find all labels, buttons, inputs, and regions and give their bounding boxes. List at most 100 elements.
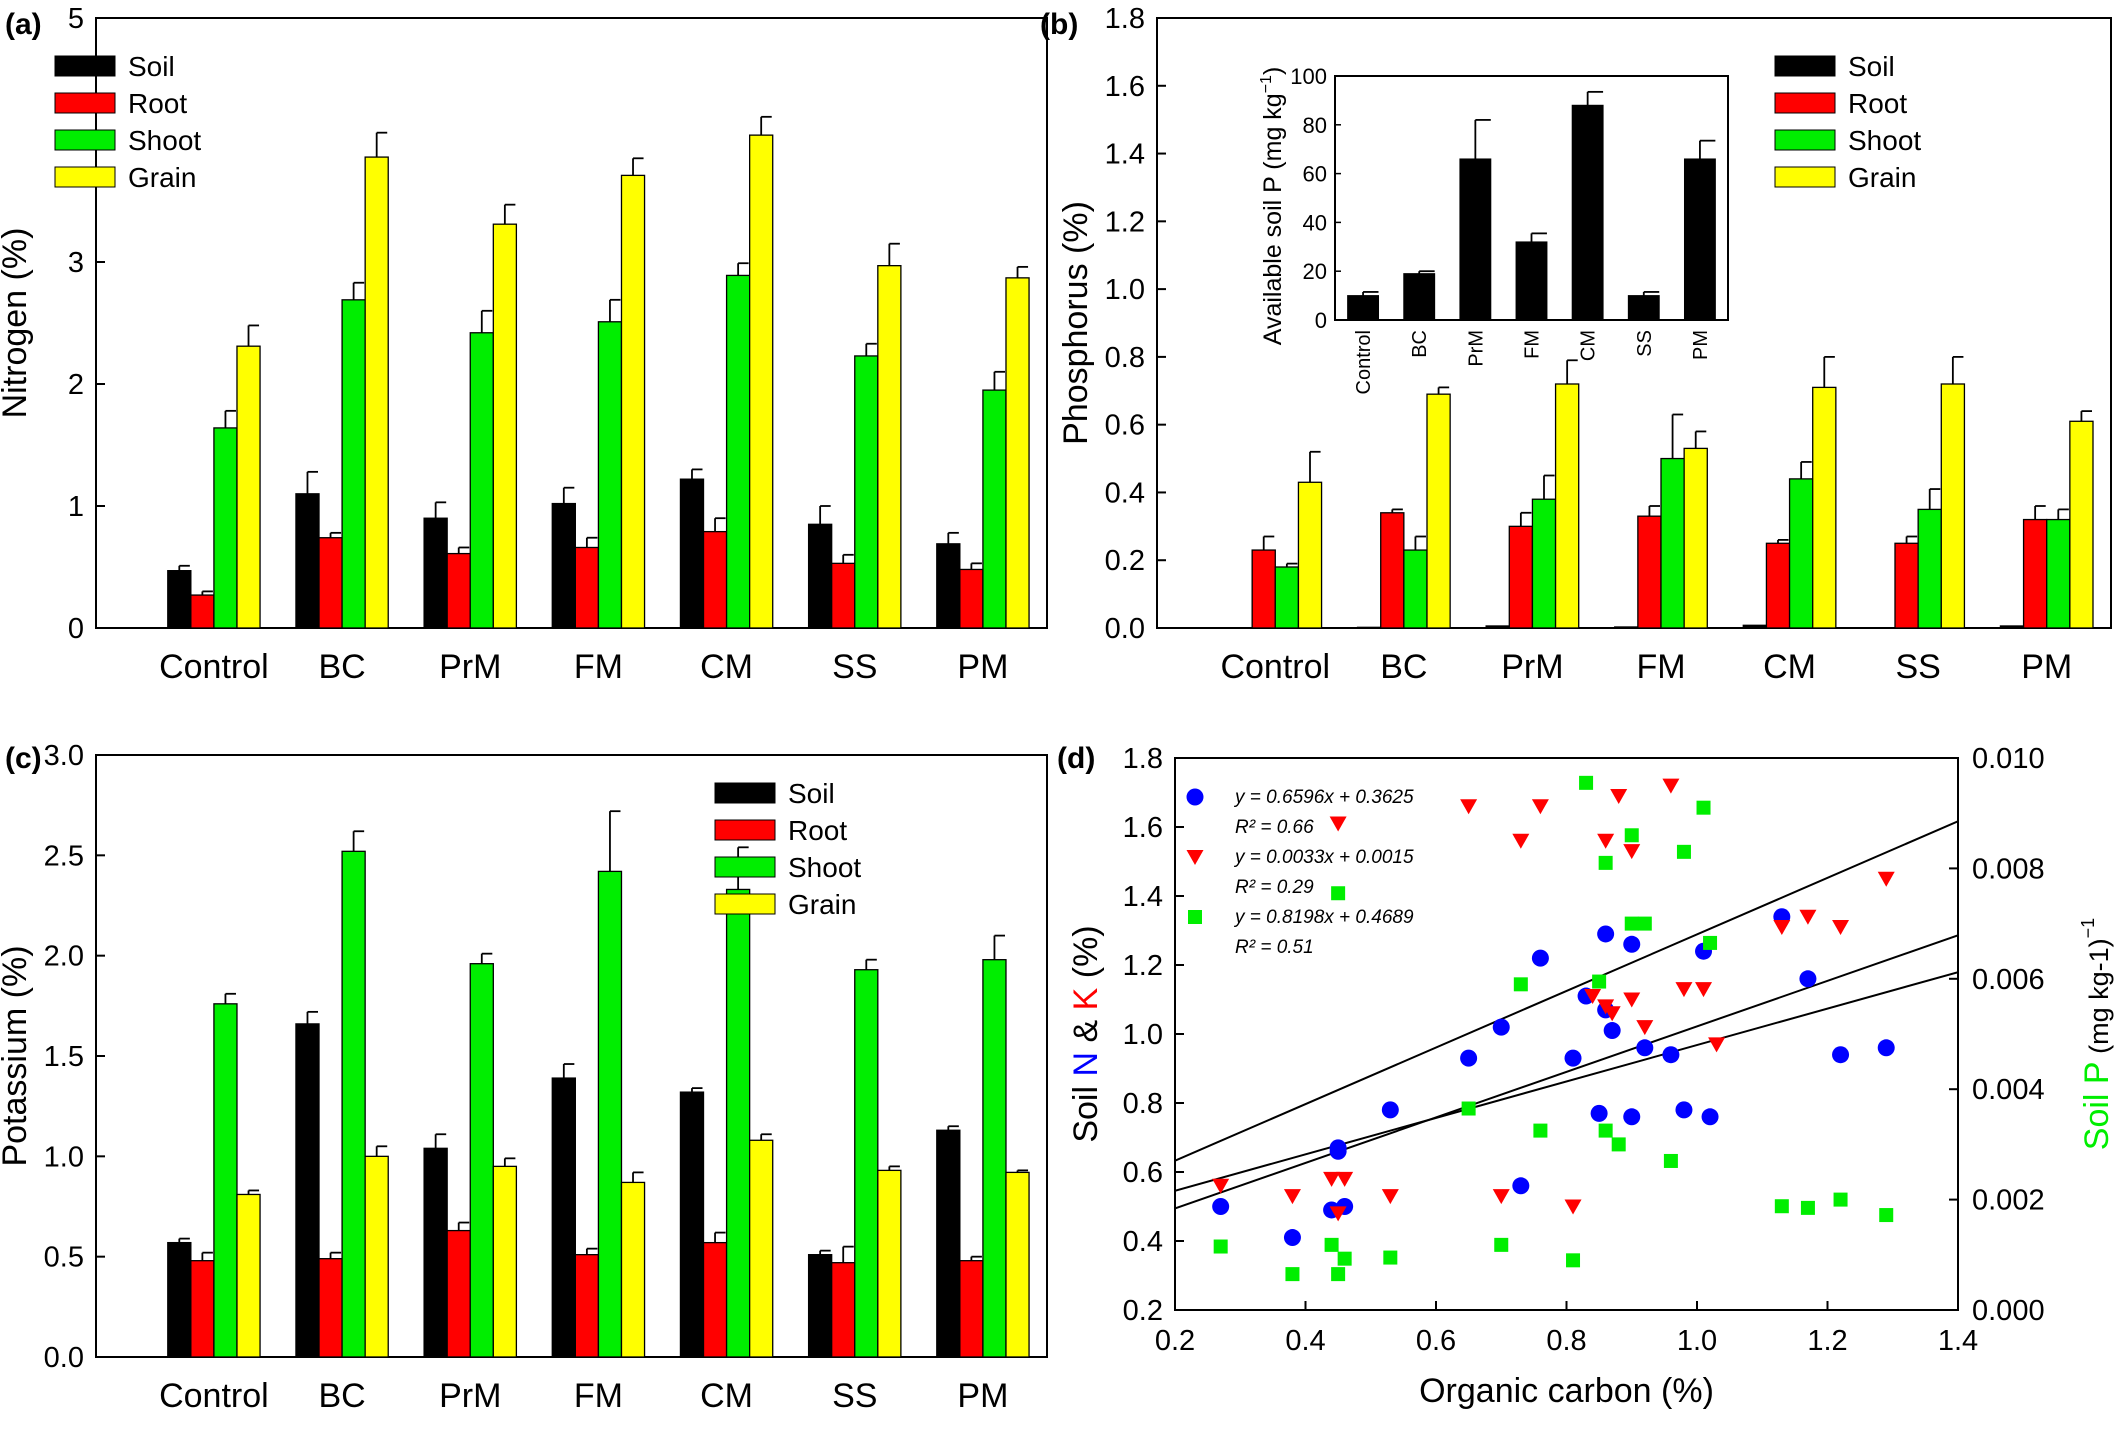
bar-shoot — [982, 959, 1007, 1358]
x-tick-label: 0.2 — [1155, 1325, 1195, 1357]
inset-bar — [1403, 273, 1436, 321]
x-axis-label: Organic carbon (%) — [1419, 1372, 1714, 1410]
panel-label: (d) — [1057, 742, 1095, 775]
bar-root — [1765, 542, 1791, 629]
legend-label-root: Root — [788, 815, 847, 846]
bar-soil — [1614, 626, 1639, 629]
scatter-point-triangle-down — [1460, 799, 1478, 815]
bar-root — [574, 546, 600, 629]
bar-soil — [295, 1023, 320, 1358]
x-category-label: Control — [1220, 648, 1330, 686]
y-axis-label: Soil N & K (%) — [1067, 925, 1105, 1142]
scatter-points — [1212, 775, 1895, 1282]
inset-bar — [1571, 104, 1604, 321]
y2-label-sup: −1 — [2078, 918, 2098, 939]
y-axis-label: Nitrogen (%) — [0, 228, 34, 419]
x-category-label: BC — [318, 1377, 365, 1415]
scatter-point-square — [1703, 935, 1718, 950]
bar-grain — [1812, 386, 1837, 629]
bar-shoot — [597, 321, 623, 629]
inset-y-tick-label: 100 — [1290, 64, 1327, 89]
scatter-point-circle — [1799, 970, 1817, 988]
y-tick-label: 1.5 — [44, 1041, 84, 1073]
scatter-point-square — [1331, 1267, 1346, 1282]
scatter-point-square — [1461, 1101, 1476, 1116]
scatter-point-circle — [1564, 1049, 1582, 1067]
inset-y-tick-label: 0 — [1315, 308, 1327, 333]
bar-shoot — [1660, 457, 1685, 629]
y-tick-label: 1.8 — [1123, 743, 1163, 775]
legend-swatch-shoot — [714, 856, 776, 878]
legend-swatch-shoot — [54, 129, 116, 151]
inset-y-axis-label: Available soil P (mg kg−1) — [1258, 67, 1287, 346]
scatter-point-triangle-down — [1610, 788, 1628, 804]
y-tick-label: 2.5 — [44, 840, 84, 872]
legend-equation: y = 0.8198x + 0.4689 — [1233, 907, 1414, 928]
scatter-point-triangle-down — [1323, 1171, 1341, 1187]
scatter-point-triangle-down — [1212, 1178, 1230, 1194]
panel-a: (a)012345Nitrogen (%)ControlBCPrMFMCMSSP… — [0, 3, 1048, 686]
y-tick-label: 0.8 — [1105, 342, 1145, 374]
y-tick-label: 0.6 — [1123, 1157, 1163, 1189]
y2-tick-label: 0.006 — [1972, 964, 2045, 996]
legend-swatch-soil — [1774, 55, 1836, 77]
y-tick-label: 0.4 — [1105, 477, 1145, 509]
bar-shoot — [597, 870, 623, 1358]
scatter-point-circle — [1460, 1049, 1478, 1067]
plot-frame — [1174, 757, 1959, 1311]
panel-label: (b) — [1040, 8, 1078, 41]
y2-tick-label: 0.004 — [1972, 1074, 2045, 1106]
inset-bar — [1683, 158, 1716, 321]
bar-root — [831, 1262, 856, 1358]
bar-shoot — [854, 355, 879, 629]
y2-tick-label: 0.008 — [1972, 853, 2045, 885]
scatter-point-triangle-down — [1329, 1206, 1347, 1222]
bar-shoot — [469, 963, 494, 1358]
scatter-point-triangle-down — [1336, 1171, 1354, 1187]
y-tick-label: 0.2 — [1105, 545, 1145, 577]
bar-shoot — [2046, 518, 2071, 629]
legend-label-soil: Soil — [128, 51, 175, 82]
bar-shoot — [213, 427, 238, 629]
x-category-label: SS — [832, 648, 877, 686]
scatter-point-square — [1879, 1208, 1894, 1223]
scatter-point-triangle-down — [1832, 920, 1850, 936]
bar-shoot — [1274, 566, 1300, 629]
x-category-label: BC — [318, 648, 365, 686]
bar-soil — [936, 1129, 961, 1358]
inset-category-label: BC — [1409, 330, 1431, 358]
y-tick-label: 1.2 — [1123, 950, 1163, 982]
regression-line — [1175, 934, 1958, 1210]
scatter-point-square — [1324, 1237, 1339, 1252]
bar-shoot — [725, 274, 751, 629]
bar-root — [318, 1258, 343, 1358]
regression-lines — [1175, 820, 1958, 1210]
scatter-point-triangle-down — [1623, 992, 1641, 1008]
y-axis-label-part: (%) — [1067, 925, 1105, 987]
bar-soil — [1742, 624, 1768, 629]
scatter-point-square — [1611, 1137, 1626, 1152]
bar-shoot — [725, 888, 751, 1358]
x-category-label: Control — [159, 1377, 269, 1415]
scatter-point-square — [1337, 1251, 1352, 1266]
y-axis-label-part: Soil — [1067, 1077, 1105, 1143]
scatter-point-circle — [1381, 1101, 1399, 1119]
legend-label-shoot: Shoot — [128, 125, 201, 156]
y-axis-label: Phosphorus (%) — [1057, 201, 1095, 445]
legend-swatch-root — [54, 92, 116, 114]
y-tick-label: 0 — [68, 613, 84, 645]
y2-label-part: P — [2078, 1061, 2116, 1084]
bar-soil — [1485, 625, 1510, 629]
x-category-label: Control — [159, 648, 269, 686]
scatter-point-triangle-down — [1603, 1006, 1621, 1022]
bar-shoot — [469, 332, 494, 629]
bar-grain — [1940, 383, 1966, 629]
scatter-point-square — [1598, 855, 1613, 870]
x-category-label: PrM — [439, 648, 501, 686]
legend-r2: R² = 0.29 — [1235, 877, 1314, 898]
x-tick-label: 0.6 — [1416, 1325, 1456, 1357]
y2-axis-label: Soil P (mg kg-1)−1 — [2078, 918, 2116, 1150]
bar-shoot — [1788, 478, 1814, 629]
x-category-label: SS — [1895, 648, 1940, 686]
